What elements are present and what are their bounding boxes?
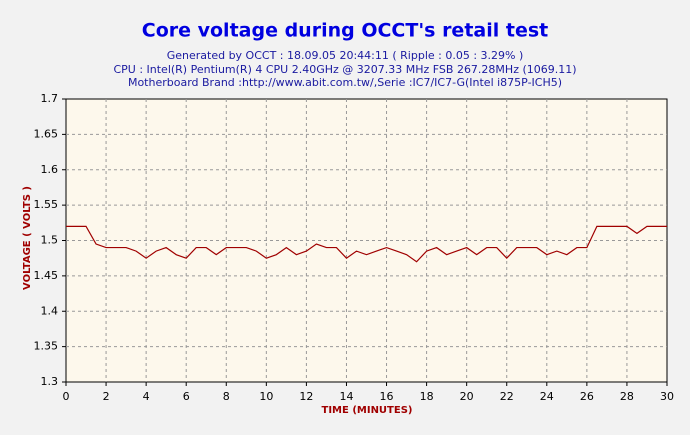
x-tick-label: 28 [620, 390, 634, 403]
y-tick-label: 1.5 [41, 234, 59, 247]
y-tick-label: 1.3 [41, 375, 59, 388]
x-tick-label: 26 [580, 390, 594, 403]
y-tick-label: 1.6 [41, 163, 59, 176]
x-tick-label: 16 [380, 390, 394, 403]
y-tick-label: 1.35 [34, 340, 59, 353]
y-tick-label: 1.7 [41, 92, 59, 105]
x-tick-label: 22 [500, 390, 514, 403]
x-tick-label: 14 [339, 390, 353, 403]
data-line [66, 225, 667, 263]
subtitle: CPU : Intel(R) Pentium(R) 4 CPU 2.40GHz … [113, 63, 576, 76]
subtitle: Generated by OCCT : 18.09.05 20:44:11 ( … [167, 49, 524, 62]
x-tick-label: 10 [259, 390, 273, 403]
y-tick-label: 1.65 [34, 127, 59, 140]
chart-title: Core voltage during OCCT's retail test [142, 20, 548, 42]
x-tick-label: 4 [143, 390, 150, 403]
y-tick-label: 1.55 [34, 198, 59, 211]
x-tick-label: 12 [299, 390, 313, 403]
x-tick-label: 20 [460, 390, 474, 403]
x-tick-label: 8 [223, 390, 230, 403]
x-tick-label: 30 [660, 390, 674, 403]
x-tick-label: 18 [420, 390, 434, 403]
y-tick-label: 1.45 [34, 269, 59, 282]
x-tick-label: 2 [103, 390, 110, 403]
x-tick-label: 0 [63, 390, 70, 403]
subtitle: Motherboard Brand :http://www.abit.com.t… [128, 76, 562, 89]
x-axis-label: TIME (MINUTES) [322, 405, 413, 416]
y-tick-label: 1.4 [41, 304, 59, 317]
x-tick-label: 24 [540, 390, 554, 403]
y-axis-label: VOLTAGE ( VOLTS ) [22, 186, 33, 290]
x-tick-label: 6 [183, 390, 190, 403]
